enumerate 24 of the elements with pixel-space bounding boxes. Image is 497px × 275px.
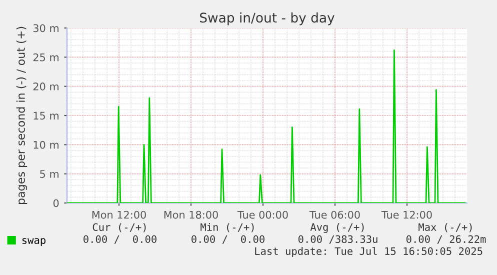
text: 0.00 / 0.00: [84, 235, 156, 244]
text: 0.00 / 0.00: [192, 235, 264, 244]
text: 0.00 /383.33u: [298, 235, 378, 244]
chart-title: Swap in/out - by day: [200, 12, 334, 26]
y-tick-label: 25 m: [33, 53, 58, 62]
y-axis-title: pages per second in (-) / out (+): [16, 26, 28, 204]
y-tick-label: 0: [53, 199, 59, 208]
y-tick-label: 5 m: [40, 170, 58, 178]
text: Cur (-/+): [92, 223, 146, 232]
text: Last update: Tue Jul 15 16:50:05 2025: [255, 247, 482, 257]
y-tick-label: 20 m: [33, 82, 58, 90]
y-tick-label: 30 m: [33, 24, 58, 32]
x-tick-label: Tue 00:00: [237, 210, 288, 219]
y-tick-label: 15 m: [34, 112, 58, 120]
text: Max (-/+): [418, 223, 472, 232]
text: 0.00 / 26.22m: [406, 235, 486, 244]
y-tick-label: 10 m: [34, 140, 58, 149]
legend-label: swap: [22, 238, 46, 246]
x-tick-label: Tue 12:00: [381, 210, 432, 219]
x-tick-label: Mon 18:00: [164, 210, 218, 219]
text: Avg (-/+): [310, 222, 364, 234]
x-tick-label: Mon 12:00: [92, 210, 146, 219]
x-tick-label: Tue 06:00: [309, 210, 360, 219]
text: Min (-/+): [200, 223, 254, 232]
